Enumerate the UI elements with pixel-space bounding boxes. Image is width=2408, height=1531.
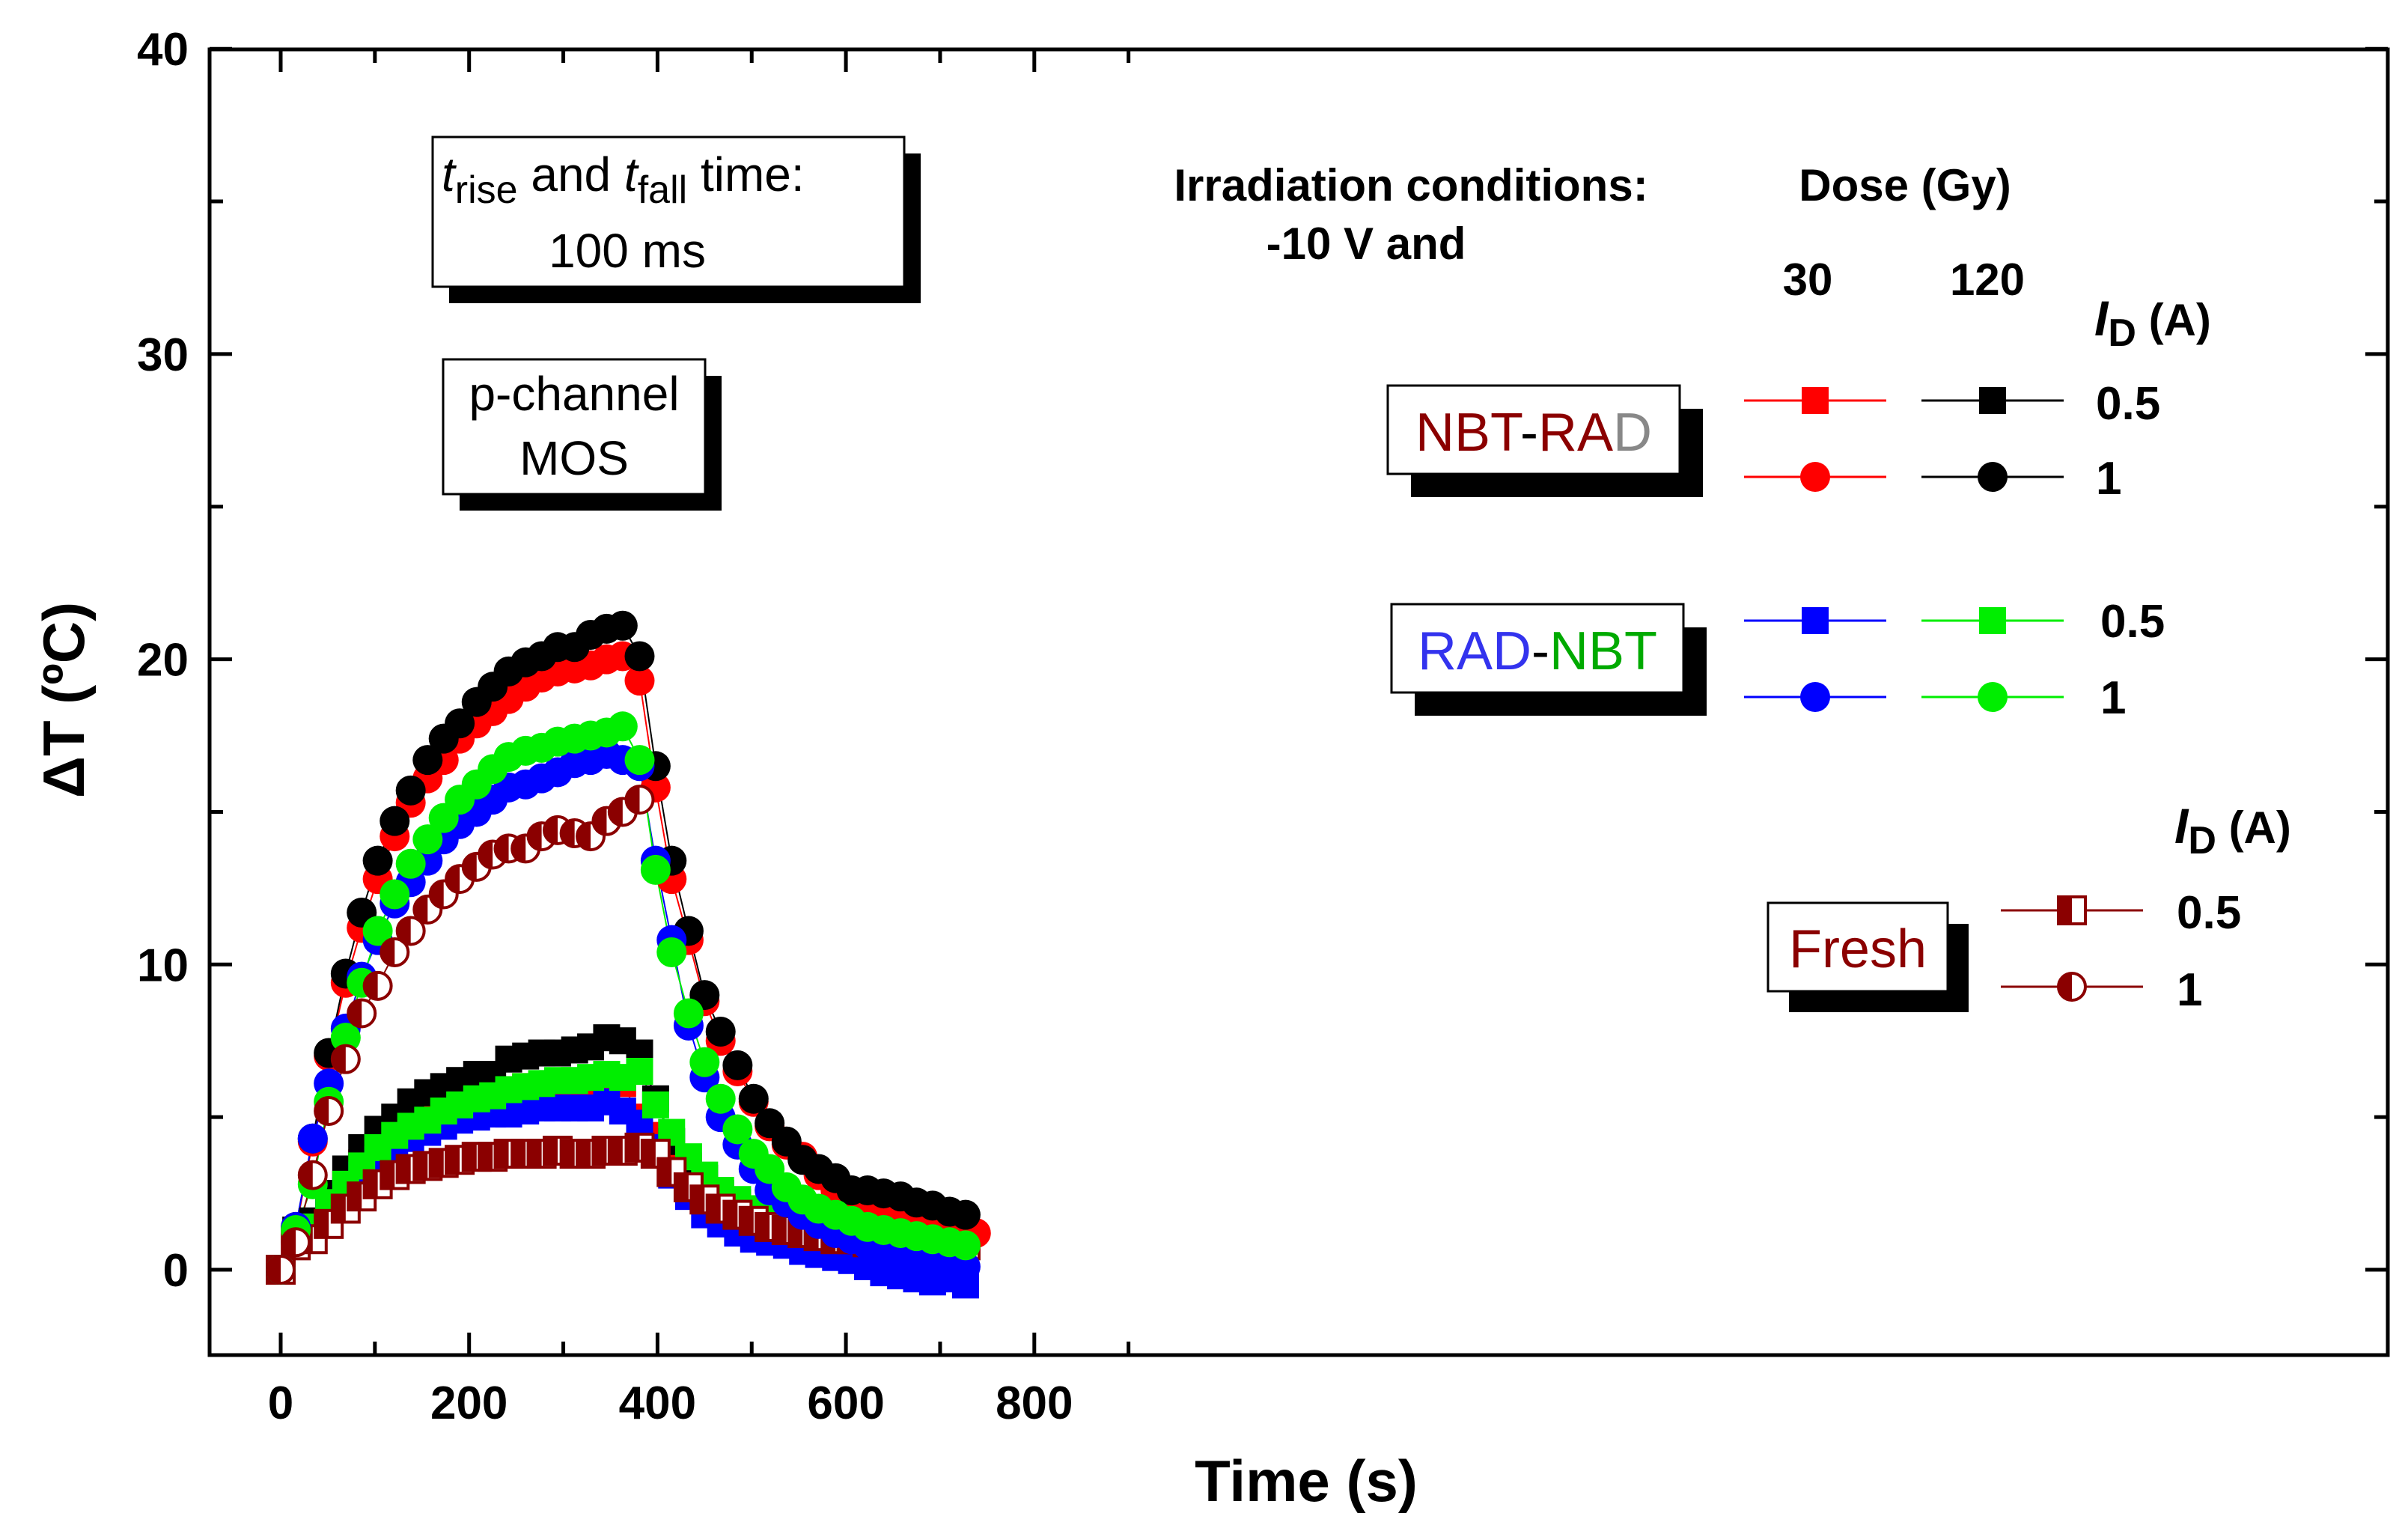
id-header-top: ID (A)	[2094, 290, 2211, 355]
data-point	[950, 1251, 981, 1282]
y-axis-title: ΔT (ºC)	[31, 602, 97, 798]
x-tick-label: 200	[430, 1378, 507, 1429]
data-point	[362, 970, 393, 1001]
timing-label: trise and tfall time:	[442, 147, 805, 212]
data-point	[380, 937, 410, 967]
data-point	[738, 1083, 769, 1114]
data-point	[656, 1157, 687, 1187]
data-point	[689, 1184, 720, 1215]
data-point	[395, 848, 426, 879]
id-header-fresh: ID (A)	[2174, 798, 2291, 862]
data-point	[624, 745, 655, 776]
legend-marker	[1800, 462, 1830, 492]
x-tick-label: 600	[807, 1378, 884, 1429]
legend-marker	[2057, 895, 2087, 925]
data-point	[624, 666, 655, 696]
y-tick-label: 10	[137, 940, 189, 991]
legend-marker	[1802, 387, 1829, 414]
data-point	[428, 879, 459, 910]
data-point	[281, 1227, 311, 1258]
legend-val-nbt-1: 1	[2096, 453, 2121, 505]
data-point	[689, 1047, 720, 1077]
data-point	[722, 1050, 753, 1080]
dose-120-label: 120	[1950, 255, 2025, 305]
data-point	[347, 998, 377, 1029]
y-tick-label: 20	[137, 635, 189, 687]
y-tick-label: 40	[137, 24, 189, 76]
x-tick-label: 800	[996, 1378, 1073, 1429]
data-point	[640, 854, 671, 885]
data-point	[330, 1044, 361, 1074]
rad-nbt-label: RAD-NBT	[1418, 621, 1657, 681]
device-line1: p-channel	[469, 367, 679, 421]
fresh-box	[1767, 901, 1949, 993]
data-point	[266, 1255, 296, 1285]
data-point	[950, 1230, 981, 1261]
data-point	[362, 916, 393, 946]
data-point	[412, 824, 443, 855]
nbt-rad-label: NBT-RAD	[1415, 403, 1652, 463]
data-point	[722, 1114, 753, 1145]
irradiation-line1: Irradiation conditions:	[1174, 160, 1648, 210]
data-point	[395, 775, 426, 806]
x-tick-label: 400	[619, 1378, 696, 1429]
legend-val-fresh-05: 0.5	[2177, 887, 2241, 939]
data-point	[641, 1091, 669, 1118]
legend	[1744, 387, 2143, 1002]
legend-marker	[1800, 682, 1830, 712]
data-point	[362, 845, 393, 876]
x-axis-title: Time (s)	[1195, 1448, 1418, 1514]
legend-marker	[1979, 387, 2006, 414]
rad-nbt-box	[1390, 603, 1685, 694]
legend-val-nbt-05: 0.5	[2096, 378, 2160, 430]
dose-header: Dose (Gy)	[1799, 160, 2011, 210]
data-point	[445, 708, 475, 739]
data-point	[330, 1023, 361, 1053]
data-point	[395, 916, 426, 946]
legend-val-rad-1: 1	[2100, 672, 2126, 724]
legend-marker	[1979, 607, 2006, 634]
axis-ticks: 0 200 400 600 800 0 10 20 30 40	[137, 24, 2388, 1429]
data-point	[412, 894, 443, 925]
legend-val-rad-05: 0.5	[2100, 596, 2165, 648]
data-point	[380, 879, 410, 910]
device-box	[442, 358, 707, 496]
legend-marker	[2057, 972, 2087, 1002]
irradiation-line2: -10 V and	[1267, 219, 1466, 269]
plot-frame	[207, 47, 2390, 1357]
legend-marker	[1978, 462, 2008, 492]
legend-val-fresh-1: 1	[2177, 964, 2202, 1016]
data-point	[950, 1199, 981, 1230]
timing-value: 100 ms	[549, 224, 706, 278]
timing-box	[431, 136, 906, 288]
data-point	[607, 711, 638, 742]
data-point	[380, 806, 410, 836]
data-point	[673, 998, 704, 1029]
y-tick-label: 0	[163, 1245, 189, 1297]
nbt-rad-box	[1386, 384, 1681, 475]
data-point	[626, 1057, 653, 1085]
data-point	[297, 1123, 328, 1154]
data-point	[412, 745, 443, 776]
data-point	[314, 1095, 344, 1126]
data-point	[624, 785, 655, 815]
legend-marker	[1978, 682, 2008, 712]
data-point	[705, 1083, 736, 1114]
data-point	[705, 1193, 736, 1224]
data-point	[624, 641, 655, 672]
dose-30-label: 30	[1783, 255, 1833, 305]
data-point	[607, 610, 638, 641]
data-point	[640, 1139, 671, 1169]
data-point	[656, 937, 687, 967]
data-point	[297, 1160, 328, 1190]
data-point	[705, 1016, 736, 1047]
device-line2: MOS	[519, 431, 629, 485]
y-tick-label: 30	[137, 329, 189, 381]
legend-marker	[1802, 607, 1829, 634]
x-tick-label: 0	[268, 1378, 293, 1429]
series-points	[266, 610, 991, 1299]
fresh-label: Fresh	[1789, 919, 1927, 979]
